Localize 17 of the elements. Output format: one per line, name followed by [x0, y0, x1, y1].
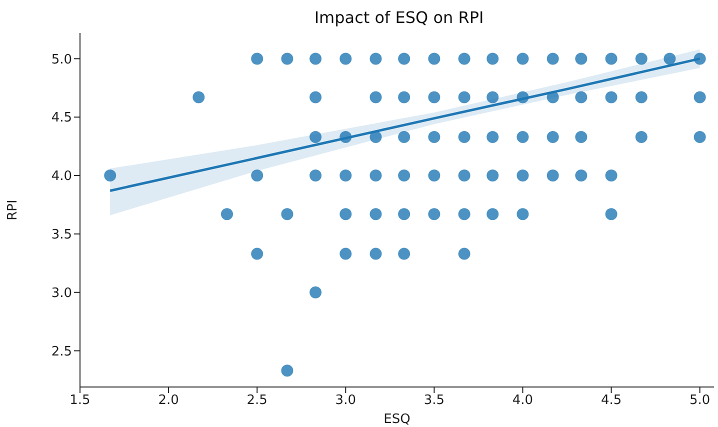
x-tick-label: 3.0 [335, 393, 356, 408]
x-axis-title: ESQ [384, 412, 410, 427]
x-tick-label: 4.0 [512, 393, 534, 408]
x-tick-label: 4.5 [600, 393, 622, 408]
x-tick-label: 3.5 [424, 393, 445, 408]
y-axis-title: RPI [6, 200, 21, 220]
y-tick-label: 5.0 [51, 52, 72, 68]
y-tick-label: 3.5 [51, 228, 72, 243]
x-tick-label: 1.5 [70, 393, 90, 408]
y-tick-label: 4.5 [51, 110, 72, 126]
chart-title: Impact of ESQ on RPI [313, 8, 485, 27]
x-tick-label: 5.0 [689, 393, 710, 408]
y-tick-label: 3.0 [51, 286, 72, 301]
y-tick-label: 2.5 [51, 344, 72, 360]
x-tick-label: 2.5 [246, 393, 268, 408]
x-tick-label: 2.0 [158, 393, 179, 408]
y-tick-label: 4.0 [51, 169, 72, 184]
